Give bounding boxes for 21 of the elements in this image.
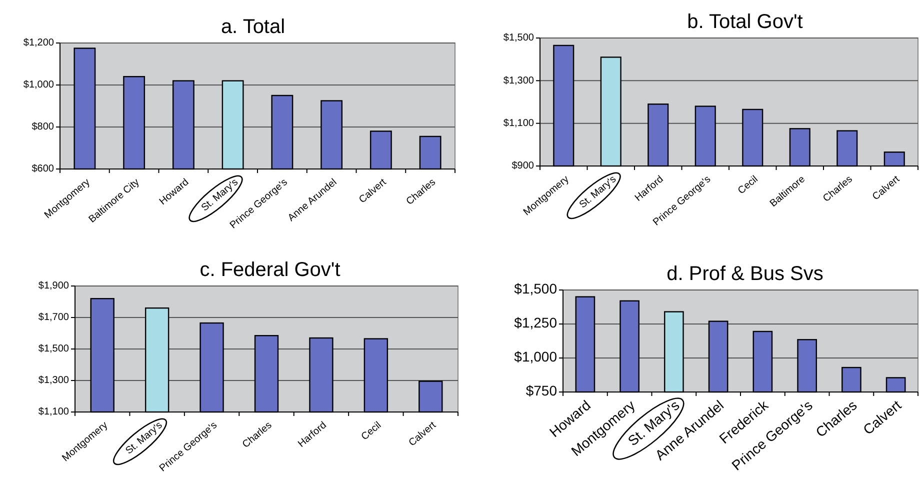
y-tick-label: $1,250 <box>514 314 558 331</box>
y-tick-label: $1,000 <box>23 80 54 91</box>
y-tick-label: $1,500 <box>38 344 70 355</box>
y-tick-label: $1,500 <box>514 280 558 297</box>
y-tick-label: $750 <box>526 382 558 399</box>
y-tick-label: $1,200 <box>23 38 54 49</box>
y-tick-label: $1,900 <box>38 280 70 292</box>
y-tick-label: $1,000 <box>514 348 558 365</box>
y-tick-label: $1,700 <box>38 312 70 324</box>
chart-title: d. Prof & Bus Svs <box>666 263 824 285</box>
y-tick-label: $1,100 <box>503 118 534 129</box>
chart-title: a. Total <box>220 16 286 38</box>
chart-title: b. Total Gov't <box>687 11 804 33</box>
y-tick-label: $900 <box>512 160 534 172</box>
y-tick-label: $1,300 <box>503 75 534 86</box>
y-tick-label: $800 <box>32 122 54 133</box>
chart-title: c. Federal Gov't <box>200 259 341 281</box>
y-tick-label: $1,500 <box>503 32 534 44</box>
y-tick-label: $1,100 <box>38 406 70 418</box>
y-tick-label: $600 <box>32 164 54 175</box>
y-tick-label: $1,300 <box>38 375 70 386</box>
